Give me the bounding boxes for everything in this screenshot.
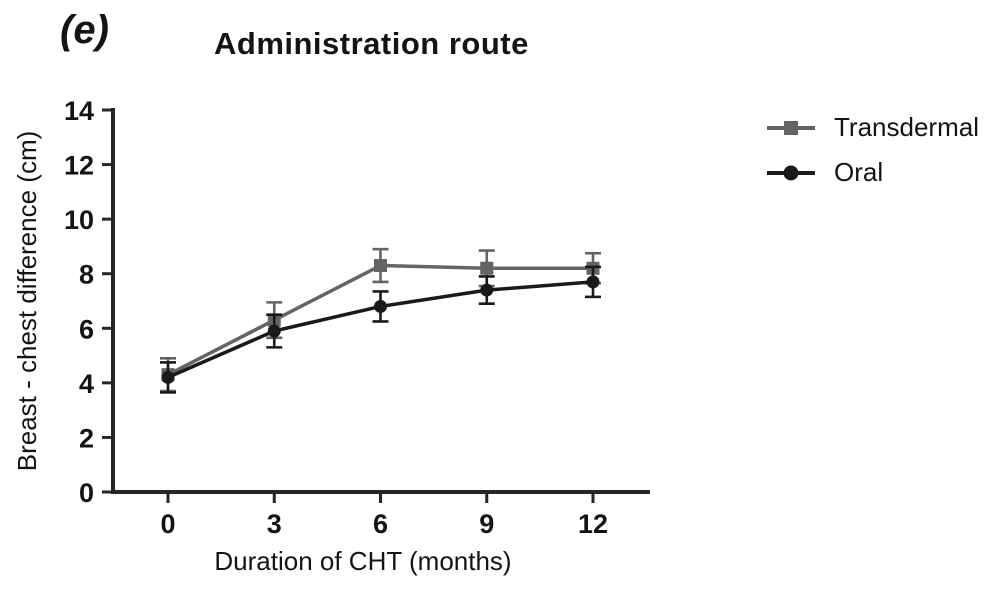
data-point-circle xyxy=(374,299,387,313)
data-point-circle xyxy=(267,324,281,338)
x-tick-label: 0 xyxy=(160,509,175,539)
y-tick-label: 0 xyxy=(79,478,94,508)
legend-item-oral: Oral xyxy=(766,157,979,188)
legend-label-transdermal: Transdermal xyxy=(834,112,979,142)
data-point-square xyxy=(374,259,387,273)
legend-item-transdermal: Transdermal xyxy=(766,112,979,143)
data-point-circle xyxy=(161,370,175,384)
chart-title: Administration route xyxy=(214,26,529,61)
y-tick-label: 8 xyxy=(79,260,94,290)
data-point-square xyxy=(480,261,494,275)
data-point-circle xyxy=(480,283,494,297)
legend-label-oral: Oral xyxy=(834,157,884,187)
x-tick-label: 9 xyxy=(479,509,494,539)
legend-circle-marker xyxy=(783,165,799,180)
y-tick-label: 2 xyxy=(79,423,94,453)
x-tick-label: 3 xyxy=(267,509,282,539)
x-tick-label: 6 xyxy=(373,509,388,539)
x-axis-label: Duration of CHT (months) xyxy=(214,546,511,576)
legend: Transdermal Oral xyxy=(766,112,979,188)
y-tick-label: 14 xyxy=(64,96,94,126)
transdermal-square-marker-icon xyxy=(767,120,815,135)
data-point-circle xyxy=(586,275,600,289)
y-tick-label: 10 xyxy=(64,205,94,235)
series-oral xyxy=(160,265,601,394)
y-tick-label: 12 xyxy=(64,151,94,181)
figure-label: (e) xyxy=(60,8,109,52)
chart-axes-and-series: 0 2 4 6 8 10 12 14 0 3 6 9 12 xyxy=(64,96,650,539)
oral-circle-marker-icon xyxy=(767,165,815,180)
y-axis-label: Breast - chest difference (cm) xyxy=(12,131,42,472)
y-tick-label: 4 xyxy=(79,369,94,399)
legend-square-marker xyxy=(784,120,798,135)
x-tick-label: 12 xyxy=(578,509,608,539)
y-tick-label: 6 xyxy=(79,314,94,344)
